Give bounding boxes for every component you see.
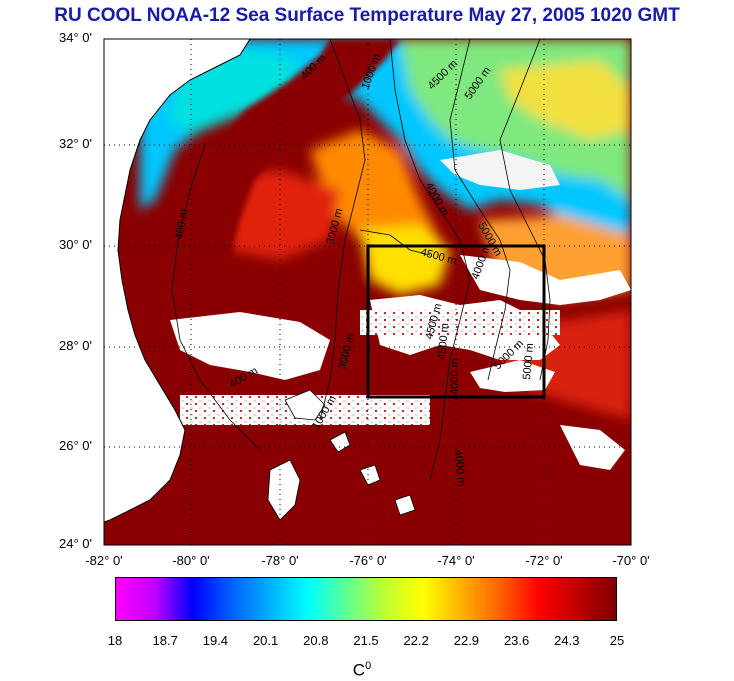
lon-label: -70° 0' <box>612 553 650 568</box>
lon-label: -74° 0' <box>437 553 475 568</box>
orange-plume <box>310 130 440 250</box>
map-title: RU COOL NOAA-12 Sea Surface Temperature … <box>54 5 680 26</box>
lat-label: 24° 0' <box>59 536 92 551</box>
temperature-colorbar <box>115 577 617 621</box>
colorbar-tick-label: 25 <box>609 633 625 648</box>
bathymetry-contours <box>171 39 551 481</box>
contour-label: 400 m <box>173 208 190 240</box>
contour-label: 4000 m <box>449 358 461 395</box>
lat-label: 30° 0' <box>59 237 92 252</box>
warm-band-yellow <box>500 60 631 140</box>
lon-label: -78° 0' <box>261 553 299 568</box>
gulf-stream <box>190 39 400 260</box>
temperature-unit: C0 <box>352 660 372 680</box>
lon-label: -82° 0' <box>85 553 123 568</box>
colorbar-tick-label: 24.3 <box>554 633 580 648</box>
colorbar-tick-label: 21.5 <box>353 633 379 648</box>
lon-label: -76° 0' <box>349 553 387 568</box>
contour-label: 4500 m <box>436 323 451 361</box>
colorbar-tick-label: 19.4 <box>202 633 229 648</box>
colorbar-tick-label: 23.6 <box>503 633 530 648</box>
colorbar-tick-label: 22.2 <box>403 633 429 648</box>
contour-label: 4000 m <box>452 449 467 487</box>
colorbar-tick-label: 18 <box>107 633 123 648</box>
lat-label: 34° 0' <box>59 30 92 45</box>
lat-label: 28° 0' <box>59 338 92 353</box>
colorbar-tick-label: 22.9 <box>453 633 480 648</box>
study-area-box <box>366 244 546 399</box>
lat-label: 32° 0' <box>59 136 92 151</box>
contour-label: 5000 m <box>521 343 536 381</box>
lat-label: 26° 0' <box>59 438 92 453</box>
yellow-plume <box>360 225 450 295</box>
colorbar-tick-label: 20.8 <box>303 633 329 648</box>
colorbar-tick-label: 18.7 <box>152 633 178 648</box>
colorbar-tick-label: 20.1 <box>252 633 279 648</box>
map-frame <box>103 38 632 546</box>
land-us-coast <box>104 39 251 523</box>
lon-label: -80° 0' <box>172 553 210 568</box>
lon-label: -72° 0' <box>525 553 563 568</box>
